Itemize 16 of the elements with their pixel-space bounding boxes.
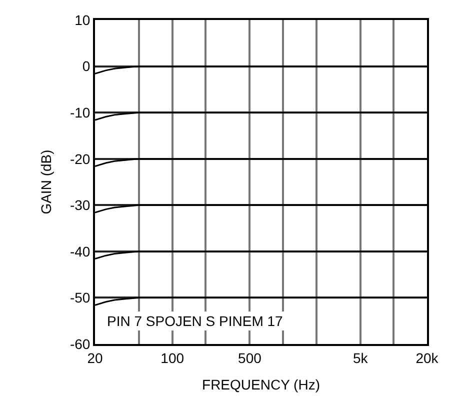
x-tick-label: 5k xyxy=(352,350,369,366)
y-tick-label: -60 xyxy=(70,336,90,352)
x-tick-label: 100 xyxy=(160,350,184,366)
x-tick-label: 20 xyxy=(87,350,103,366)
y-tick-label: -30 xyxy=(70,197,90,214)
y-axis-title: GAIN (dB) xyxy=(38,150,54,214)
y-tick-label: 10 xyxy=(74,12,90,28)
x-axis-title: FREQUENCY (Hz) xyxy=(202,376,320,393)
annotation: PIN 7 SPOJEN S PINEM 17 xyxy=(107,313,284,329)
y-tick-label: -20 xyxy=(70,150,90,167)
y-tick-label: -40 xyxy=(70,243,90,260)
y-tick-label: -50 xyxy=(70,290,90,306)
x-tick-label: 500 xyxy=(238,350,262,366)
x-tick-label: 20k xyxy=(416,350,440,366)
y-tick-label: 0 xyxy=(82,58,90,74)
y-tick-label: -10 xyxy=(70,104,90,120)
